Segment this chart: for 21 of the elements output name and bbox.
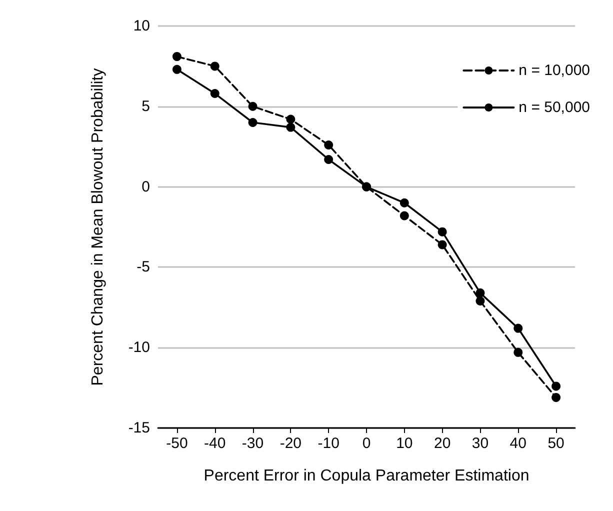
x-tick-label: 50 [548,435,564,452]
x-tick-label: 40 [510,435,526,452]
x-tick-label: 20 [434,435,451,452]
x-tick-label: -50 [166,435,188,452]
y-tick-label: 0 [142,178,150,196]
x-tick-label: -20 [280,435,302,452]
y-axis-title: Percent Change in Mean Blowout Probability [90,68,106,386]
x-tick-label: -30 [242,435,264,452]
legend-label: n = 10,000 [518,62,590,79]
x-tick-label: -40 [204,435,226,452]
x-tick-label: 10 [396,435,413,452]
y-tick-label: -10 [128,339,150,356]
x-axis-title: Percent Error in Copula Parameter Estimation [204,468,530,484]
y-tick-label: 10 [133,18,150,34]
y-tick-label: -5 [136,258,150,276]
x-tick-label: 0 [362,435,371,452]
x-tick-label: 30 [472,435,489,452]
y-tick-label: -15 [128,420,150,436]
x-tick-label: -10 [318,435,340,452]
legend-label: n = 50,000 [518,99,590,116]
y-tick-label: 5 [142,98,150,115]
